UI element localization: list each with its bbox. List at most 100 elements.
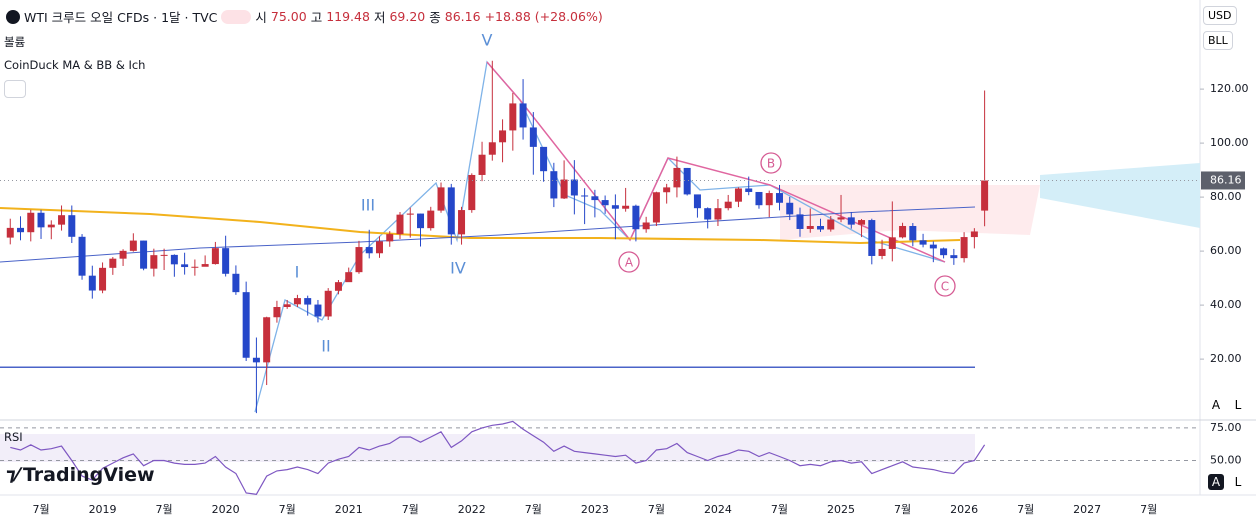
- ohlc-label: 고: [310, 10, 323, 25]
- last-price-label: 86.16: [1210, 173, 1242, 186]
- candle-body: [734, 188, 742, 202]
- x-tick-label: 7월: [32, 503, 49, 516]
- candle-body: [806, 225, 814, 229]
- candle-body: [345, 272, 353, 283]
- candle-body: [570, 179, 578, 196]
- candle-body: [499, 130, 507, 143]
- rsi-label: RSI: [4, 430, 23, 444]
- candle-body: [263, 317, 271, 363]
- candle-body: [99, 267, 107, 291]
- candle-body: [427, 210, 435, 229]
- y-tick-label: 20.00: [1210, 352, 1242, 365]
- candle-body: [488, 142, 496, 155]
- x-tick-label: 7월: [156, 503, 173, 516]
- x-tick-label: 2024: [704, 503, 732, 516]
- candle-body: [683, 167, 691, 195]
- rsi-band: [0, 434, 975, 462]
- candle-body: [458, 210, 466, 235]
- rsi-tick-label: 75.00: [1210, 421, 1242, 434]
- log-button[interactable]: L: [1234, 398, 1242, 412]
- candle-body: [119, 250, 127, 259]
- ichimoku-cloud: [1040, 163, 1200, 228]
- candle-body: [652, 192, 660, 223]
- candle-body: [755, 191, 763, 206]
- candle-body: [6, 227, 14, 238]
- annotation-circle: [618, 251, 640, 273]
- candle-body: [304, 298, 312, 305]
- wave-annotation: IV: [450, 259, 466, 278]
- x-tick-label: 2019: [89, 503, 117, 516]
- candle-body: [888, 237, 896, 249]
- indicator-label[interactable]: 볼륨: [4, 35, 26, 49]
- candle-body: [970, 231, 978, 238]
- x-tick-label: 7월: [1140, 503, 1157, 516]
- x-tick-label: 7월: [1017, 503, 1034, 516]
- candle-body: [929, 244, 937, 249]
- candle-body: [222, 248, 230, 274]
- candle-body: [150, 255, 158, 269]
- unit-button[interactable]: BLL: [1203, 31, 1233, 50]
- candle-body: [478, 154, 486, 175]
- moving-average: [0, 206, 976, 263]
- auto-button[interactable]: A: [1211, 398, 1221, 412]
- candle-body: [191, 266, 199, 268]
- candle-body: [950, 255, 958, 259]
- ohlc-value: 69.20: [389, 9, 426, 24]
- candle-body: [140, 240, 148, 269]
- candle-body: [858, 220, 866, 225]
- candle-body: [960, 237, 968, 259]
- candle-body: [437, 187, 445, 211]
- wave-annotation: III: [361, 196, 375, 215]
- candle-body: [909, 225, 917, 241]
- status-badge[interactable]: [221, 9, 252, 24]
- candle-body: [529, 127, 537, 147]
- candle-body: [78, 236, 86, 276]
- candle-body: [273, 306, 281, 318]
- candle-body: [406, 213, 414, 215]
- indicator-label[interactable]: CoinDuck MA & BB & Ich: [4, 58, 146, 72]
- rsi-line: [10, 420, 986, 495]
- symbol-icon: [6, 9, 20, 24]
- candle-body: [899, 225, 907, 238]
- brand: ⁊⁄ TradingView: [6, 464, 155, 486]
- candle-body: [642, 222, 650, 230]
- wave-annotation: I: [295, 263, 300, 282]
- candle-body: [817, 225, 825, 230]
- candle-body: [663, 187, 671, 193]
- wave-line: [486, 61, 946, 263]
- collapse-button[interactable]: [4, 80, 26, 98]
- currency-button[interactable]: USD: [1203, 6, 1237, 25]
- candle-body: [252, 357, 260, 363]
- x-tick-label: 2021: [335, 503, 363, 516]
- candle-body: [581, 195, 589, 197]
- candle-body: [242, 292, 250, 358]
- candle-body: [375, 241, 383, 254]
- candle-body: [693, 194, 701, 209]
- candle-body: [560, 179, 568, 199]
- candle-body: [878, 248, 886, 256]
- candle-body: [847, 217, 855, 225]
- candle-body: [775, 193, 783, 203]
- candle-body: [827, 219, 835, 230]
- candle-body: [47, 224, 55, 228]
- candle-body: [365, 247, 373, 254]
- change: +18.88 (+28.06%): [484, 9, 603, 24]
- ohlc-value: 86.16: [444, 9, 481, 24]
- candle-body: [550, 171, 558, 199]
- auto-button[interactable]: A: [1208, 474, 1224, 490]
- candle-body: [509, 103, 517, 131]
- candle-body: [314, 304, 322, 317]
- candle-body: [211, 248, 219, 265]
- candle-body: [58, 215, 66, 225]
- candle-body: [160, 254, 168, 256]
- wave-annotation: V: [482, 31, 493, 50]
- candle-body: [981, 180, 989, 211]
- x-tick-label: 2022: [458, 503, 486, 516]
- candle-body: [786, 202, 794, 215]
- log-button[interactable]: L: [1234, 475, 1242, 489]
- candle-body: [765, 193, 773, 206]
- candle-body: [673, 167, 681, 188]
- candle-body: [109, 258, 117, 268]
